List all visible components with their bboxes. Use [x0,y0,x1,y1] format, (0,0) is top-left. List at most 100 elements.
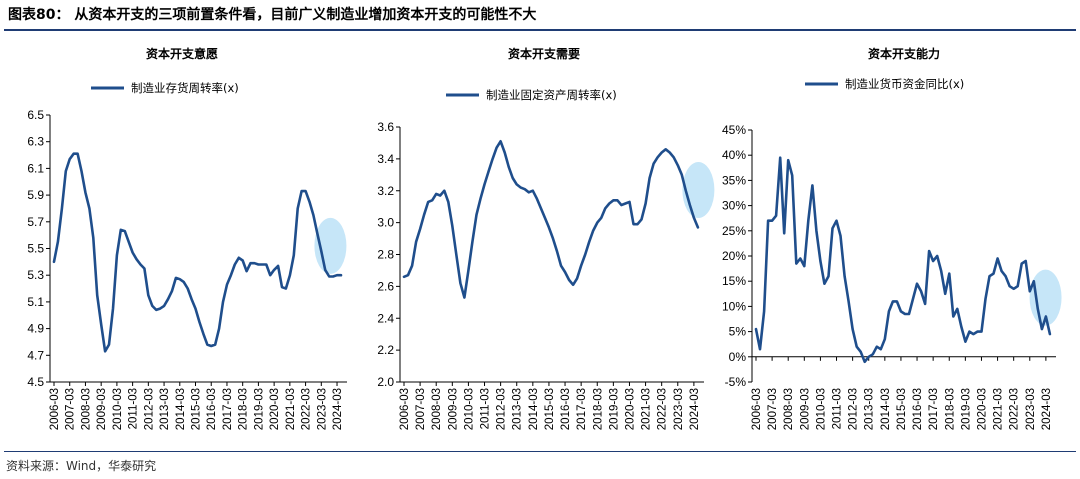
source-note: 资料来源：Wind，华泰研究 [6,459,157,473]
y-tick-label: 4.5 [27,375,44,389]
x-tick-label: 2007-03 [767,388,779,430]
y-tick-label: 2.2 [377,343,394,357]
y-tick-label: 25% [722,224,746,238]
y-tick-label: 5.1 [27,295,44,309]
plot-area: -5% 0% 5% 10% 15% 20% 25% 30% 35% 40% 45% 2006-03 20… [722,123,1062,430]
x-tick-label: 2012-03 [848,388,860,430]
x-tick-label: 2006-03 [49,388,61,430]
x-tick-label: 2014-03 [528,388,540,430]
x-tick-label: 2012-03 [143,388,155,430]
y-tick-label: -5% [725,375,747,389]
x-tick-label: 2019-03 [608,388,620,430]
x-tick-label: 2013-03 [512,388,524,430]
x-tick-label: 2020-03 [976,388,988,430]
x-tick-label: 2023-03 [316,388,328,430]
x-tick-label: 2019-03 [253,388,265,430]
y-tick-label: 30% [722,199,746,213]
y-tick-label: 2.6 [377,279,394,293]
y-tick-label: 5.3 [27,268,44,282]
y-tick-label: 5.9 [27,188,44,202]
x-tick-label: 2014-03 [880,388,892,430]
y-tick-label: 3.0 [377,216,394,230]
y-tick-label: 3.2 [377,184,394,198]
x-tick-label: 2023-03 [1025,388,1037,430]
x-tick-label: 2022-03 [1009,388,1021,430]
x-tick-label: 2020-03 [269,388,281,430]
series-line [402,140,700,299]
x-tick-label: 2024-03 [332,388,344,430]
x-tick-label: 2013-03 [864,388,876,430]
figure-title: 图表80： 从资本开支的三项前置条件看，目前广义制造业增加资本开支的可能性不大 [8,7,537,23]
x-tick-label: 2018-03 [592,388,604,430]
x-tick-label: 2011-03 [832,388,844,429]
legend-label: 制造业固定资产周转率(x) [486,88,617,102]
x-tick-label: 2009-03 [96,388,108,430]
y-tick-label: 45% [722,123,746,137]
y-tick-label: 6.3 [27,135,44,149]
x-tick-label: 2015-03 [896,388,908,430]
y-tick-label: 3.4 [377,152,394,166]
x-tick-label: 2010-03 [112,388,124,430]
x-tick-label: 2022-03 [301,388,313,430]
x-tick-label: 2017-03 [576,388,588,430]
y-tick-label: 5.7 [27,215,44,229]
chart-title: 资本开支需要 [508,46,580,61]
plot-area: 4.5 4.7 4.9 5.1 5.3 5.5 5.7 5.9 6.1 6.3 6.5 2006-03… [27,108,347,430]
y-tick-label: 6.1 [27,161,44,175]
x-tick-label: 2014-03 [175,388,187,430]
legend-label: 制造业存货周转率(x) [131,81,239,95]
cash-growth-chart: 资本开支能力 制造业货币资金同比(x) -5% 0% 5% 10% 15% 20% 25% 3… [722,46,1062,430]
x-tick-label: 2011-03 [480,388,492,429]
y-tick-label: 35% [722,173,746,187]
x-tick-label: 2019-03 [960,388,972,430]
y-tick-label: 15% [722,274,746,288]
x-tick-label: 2016-03 [560,388,572,430]
y-tick-label: 10% [722,299,746,313]
x-tick-label: 2013-03 [159,388,171,430]
x-tick-label: 2016-03 [912,388,924,430]
x-tick-label: 2017-03 [222,388,234,430]
x-tick-label: 2020-03 [624,388,636,430]
x-tick-label: 2024-03 [1041,388,1053,430]
highlight-ellipse [682,161,715,218]
series-line [754,156,1052,364]
legend-label: 制造业货币资金同比(x) [845,77,964,91]
x-tick-label: 2011-03 [128,388,140,429]
chart-title: 资本开支能力 [868,46,940,61]
x-tick-label: 2017-03 [928,388,940,430]
x-tick-label: 2008-03 [431,388,443,430]
x-tick-label: 2022-03 [657,388,669,430]
x-tick-label: 2021-03 [285,388,297,430]
y-tick-label: 2.8 [377,248,394,262]
x-tick-label: 2016-03 [206,388,218,430]
plot-area: 2.0 2.2 2.4 2.6 2.8 3.0 3.2 3.4 3.6 2006-03 2007-0… [377,120,715,430]
y-tick-label: 20% [722,249,746,263]
x-tick-label: 2009-03 [447,388,459,430]
y-tick-label: 40% [722,148,746,162]
x-tick-label: 2008-03 [783,388,795,430]
x-tick-label: 2021-03 [641,388,653,430]
chart-title: 资本开支意愿 [146,46,218,61]
y-tick-label: 6.5 [27,108,44,122]
y-tick-label: 2.0 [377,375,394,389]
x-tick-label: 2010-03 [815,388,827,430]
x-tick-label: 2024-03 [689,388,701,430]
y-tick-label: 0% [729,350,747,364]
y-tick-label: 4.9 [27,322,44,336]
x-tick-label: 2021-03 [993,388,1005,430]
x-tick-label: 2008-03 [80,388,92,430]
x-tick-label: 2006-03 [751,388,763,430]
x-tick-label: 2010-03 [463,388,475,430]
x-tick-label: 2018-03 [238,388,250,430]
x-tick-label: 2015-03 [544,388,556,430]
y-tick-label: 4.7 [27,348,44,362]
title-rule [4,29,1076,31]
x-tick-label: 2015-03 [191,388,203,430]
series-line [52,152,343,353]
y-tick-label: 2.4 [377,311,394,325]
y-tick-label: 3.6 [377,120,394,134]
inventory-turnover-chart: 资本开支意愿 制造业存货周转率(x) 4.5 4.7 4.9 5.1 5.3 5.5 5.7… [27,46,347,430]
fixed-asset-turnover-chart: 资本开支需要 制造业固定资产周转率(x) 2.0 2.2 2.4 2.6 2.8 3.0 3… [377,46,715,430]
x-tick-label: 2018-03 [944,388,956,430]
